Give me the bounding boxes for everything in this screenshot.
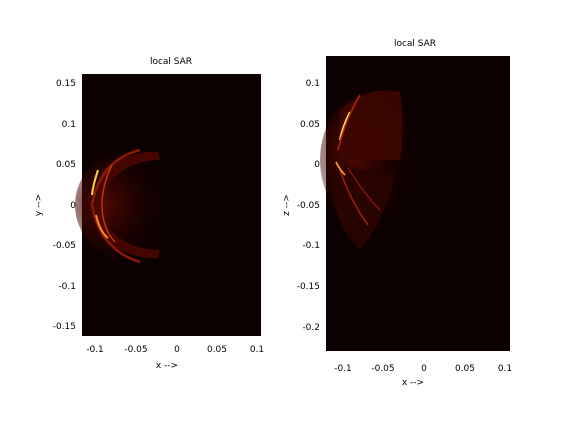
- panel-right: local SAR 0.1 0.05 0 -0.05 -0.1 -0.15 -0…: [282, 39, 512, 388]
- ytick-label-left-neg0.15: -0.15: [53, 322, 76, 332]
- ytick-label-right-0: 0: [314, 160, 320, 170]
- ytick-label-right-0.05: 0.05: [300, 120, 320, 130]
- sar-inner-arc-left: [101, 164, 116, 243]
- sar-arc-upper-right: [337, 94, 361, 151]
- sar-arc-lower-2-right: [347, 167, 381, 211]
- ytick-label-left-0.05: 0.05: [56, 160, 76, 170]
- sar-hotspot-upper-left: [91, 169, 99, 196]
- xtick-label-right-neg0.1: -0.1: [334, 364, 352, 374]
- ytick-label-right-neg0.05: -0.05: [297, 201, 320, 211]
- sar-hotspot-lower-left: [95, 214, 109, 239]
- y-axis-label-left: y -->: [34, 194, 44, 216]
- xtick-label-left-0: 0: [174, 345, 180, 355]
- ytick-label-left-0: 0: [70, 201, 76, 211]
- y-ticks-left: 0.15 0.1 0.05 0 -0.05 -0.1 -0.15: [53, 79, 77, 332]
- ytick-label-left-0.15: 0.15: [56, 79, 76, 89]
- sar-region-right: [338, 90, 403, 160]
- sar-pattern-right: [320, 90, 430, 250]
- x-ticks-right: -0.1 -0.05 0 0.05 0.1: [334, 364, 512, 374]
- xtick-label-right-0.05: 0.05: [455, 364, 475, 374]
- sar-hotspot-lower-right: [335, 161, 346, 176]
- sar-lower-region-right: [333, 165, 395, 250]
- xtick-label-left-neg0.05: -0.05: [124, 345, 147, 355]
- sar-arc-lower-1-right: [339, 169, 369, 226]
- xtick-label-right-neg0.05: -0.05: [371, 364, 394, 374]
- y-ticks-right: 0.1 0.05 0 -0.05 -0.1 -0.15 -0.2: [297, 79, 321, 333]
- x-ticks-left: -0.1 -0.05 0 0.05 0.1: [86, 345, 264, 355]
- ytick-label-left-neg0.1: -0.1: [58, 282, 76, 292]
- panel-left: local SAR 0.15 0.1 0.05 0 -0.05 -0.1 -0.…: [34, 57, 264, 371]
- chart-title-left: local SAR: [150, 57, 192, 67]
- ytick-label-left-0.1: 0.1: [62, 120, 76, 130]
- xtick-label-right-0.1: 0.1: [498, 364, 512, 374]
- ytick-label-right-neg0.2: -0.2: [302, 323, 320, 333]
- sar-pattern-left: [75, 148, 185, 264]
- ytick-label-right-neg0.15: -0.15: [297, 282, 320, 292]
- x-axis-label-right: x -->: [402, 378, 424, 388]
- xtick-label-left-0.1: 0.1: [250, 345, 264, 355]
- xtick-label-left-neg0.1: -0.1: [86, 345, 104, 355]
- y-axis-label-right: z -->: [282, 194, 292, 216]
- sar-region-left: [97, 151, 160, 259]
- xtick-label-left-0.05: 0.05: [207, 345, 227, 355]
- sar-outer-arc-left: [90, 148, 141, 264]
- chart-title-right: local SAR: [394, 39, 436, 49]
- ytick-label-left-neg0.05: -0.05: [53, 241, 76, 251]
- xtick-label-right-0: 0: [421, 364, 427, 374]
- ytick-label-right-neg0.1: -0.1: [302, 241, 320, 251]
- ytick-label-right-0.1: 0.1: [306, 79, 320, 89]
- x-axis-label-left: x -->: [156, 361, 178, 371]
